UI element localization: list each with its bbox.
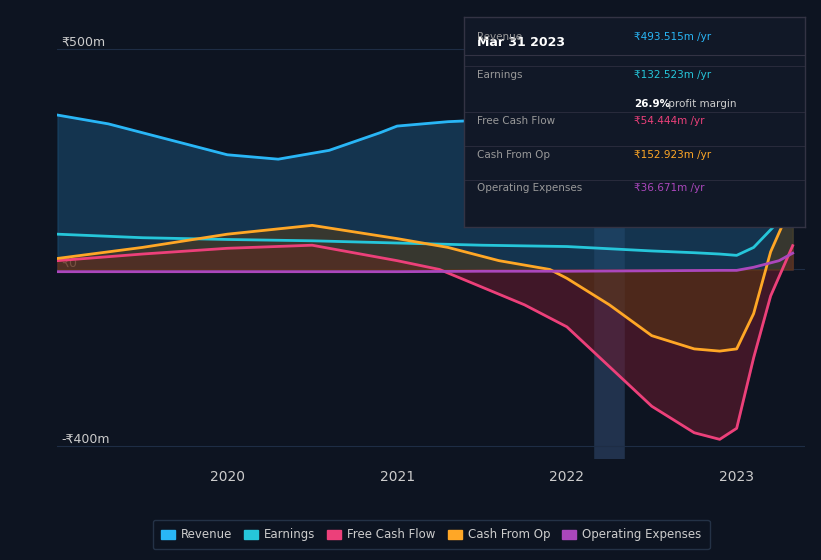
- Text: Mar 31 2023: Mar 31 2023: [478, 36, 566, 49]
- Text: ₹493.515m /yr: ₹493.515m /yr: [635, 32, 711, 42]
- Text: profit margin: profit margin: [665, 99, 736, 109]
- Text: ₹132.523m /yr: ₹132.523m /yr: [635, 70, 711, 80]
- Text: ₹36.671m /yr: ₹36.671m /yr: [635, 183, 704, 193]
- Text: Operating Expenses: Operating Expenses: [478, 183, 583, 193]
- Text: ₹54.444m /yr: ₹54.444m /yr: [635, 116, 704, 126]
- Text: ₹500m: ₹500m: [62, 36, 105, 49]
- Text: -₹400m: -₹400m: [62, 433, 110, 446]
- Text: ₹0: ₹0: [62, 256, 77, 269]
- Text: Cash From Op: Cash From Op: [478, 150, 551, 160]
- Legend: Revenue, Earnings, Free Cash Flow, Cash From Op, Operating Expenses: Revenue, Earnings, Free Cash Flow, Cash …: [153, 520, 709, 549]
- Text: Revenue: Revenue: [478, 32, 523, 42]
- Text: Earnings: Earnings: [478, 70, 523, 80]
- Text: Free Cash Flow: Free Cash Flow: [478, 116, 556, 126]
- Text: 26.9%: 26.9%: [635, 99, 671, 109]
- Text: ₹152.923m /yr: ₹152.923m /yr: [635, 150, 711, 160]
